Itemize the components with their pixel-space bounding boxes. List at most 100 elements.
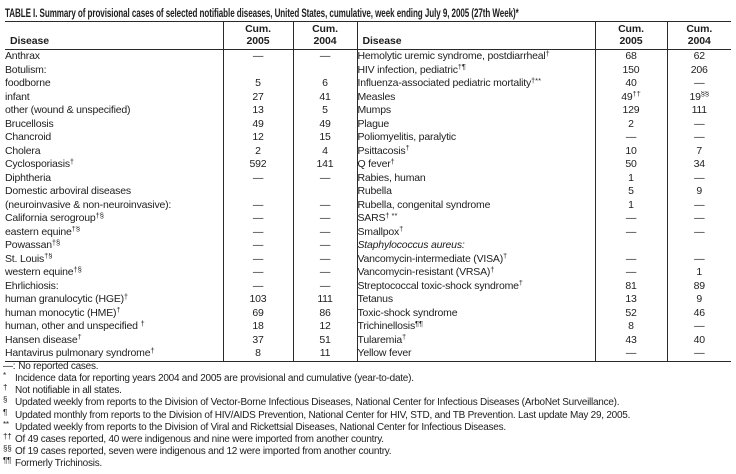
footnote-marker: † xyxy=(545,49,550,58)
count-value: 49 xyxy=(252,117,264,130)
disease-label: Botulism: xyxy=(5,63,47,76)
count-cell: — xyxy=(594,131,667,145)
footnote-marker: † xyxy=(503,252,508,260)
count-value: — xyxy=(625,131,637,143)
count-value: — xyxy=(319,212,331,224)
count-value: — xyxy=(252,50,264,62)
disease-label: human granulocytic (HGE) xyxy=(5,293,124,305)
count-cell: 8 xyxy=(222,347,293,362)
count-value: 2 xyxy=(255,144,261,157)
count-cell: 86 xyxy=(292,306,357,320)
disease-name-cell: Brucellosis xyxy=(5,118,223,132)
count-cell: — xyxy=(594,266,667,280)
disease-name-cell: Hansen disease† xyxy=(5,334,223,348)
count-value: 86 xyxy=(319,306,331,319)
count-value: — xyxy=(694,198,705,211)
disease-label: Anthrax xyxy=(5,50,40,62)
count-value: 37 xyxy=(252,333,264,346)
disease-label: Powassan xyxy=(5,239,52,251)
disease-label: Poliomyelitis, paralytic xyxy=(357,131,456,143)
footnote-marker: † xyxy=(490,266,495,274)
footnote-marker: † xyxy=(390,158,395,166)
count-cell: 13 xyxy=(594,293,667,307)
notifiable-diseases-table: Disease Cum. 2005 Cum. 2004 Disease Cum.… xyxy=(5,21,731,362)
disease-label: Influenza-associated pediatric mortality xyxy=(357,77,532,89)
count-value: 111 xyxy=(317,293,333,305)
count-cell: 5 xyxy=(222,77,293,91)
table-row: eastern equine†§ — — Smallpox† — — xyxy=(5,225,731,240)
count-cell: — xyxy=(666,171,731,185)
count-cell: 37 xyxy=(222,333,293,347)
disease-label: Measles xyxy=(357,90,396,103)
disease-label: Hantavirus pulmonary syndrome xyxy=(5,347,151,359)
disease-name-cell: Hemolytic uremic syndrome, postdiarrheal… xyxy=(356,49,595,64)
count-cell: 2 xyxy=(222,144,293,158)
count-cell: 52 xyxy=(594,306,667,320)
disease-label: Streptococcal toxic-shock syndrome xyxy=(357,279,519,292)
count-cell: — xyxy=(594,225,667,239)
count-cell: — xyxy=(222,198,293,212)
footnote-marker: † xyxy=(150,347,155,355)
footnote-marker: †§ xyxy=(95,212,104,220)
count-value: — xyxy=(625,212,637,224)
count-cell: 49†† xyxy=(594,90,667,104)
count-value: — xyxy=(694,171,705,184)
count-cell: 34 xyxy=(666,158,731,172)
footnote-symbol: ¶¶ xyxy=(3,456,12,466)
count-value: — xyxy=(319,266,331,278)
table-row: Domestic arboviral diseases Rubella 5 9 xyxy=(5,185,731,199)
count-value: 62 xyxy=(693,50,705,62)
count-cell: 5 xyxy=(594,185,667,199)
disease-name-cell: Tularemia† xyxy=(356,333,595,347)
count-value: 15 xyxy=(319,131,331,143)
table-row: Cyclosporiasis† 592 141 Q fever† 50 34 xyxy=(5,158,731,172)
count-cell xyxy=(222,185,293,199)
disease-label: Domestic arboviral diseases xyxy=(5,185,131,197)
disease-name-cell: eastern equine†§ xyxy=(5,226,223,240)
year-label: 2004 xyxy=(313,34,337,47)
table-row: Hansen disease† 37 51 Tularemia† 43 40 xyxy=(5,333,731,348)
count-cell: 40 xyxy=(594,77,667,91)
page-title: TABLE I. Summary of provisional cases of… xyxy=(5,4,736,22)
disease-name-cell: California serogroup†§ xyxy=(5,212,223,226)
table-row: human, other and unspecified † 18 12 Trichi… xyxy=(5,320,731,334)
count-value: 12 xyxy=(252,131,264,143)
count-value: 13 xyxy=(625,293,637,305)
count-value: 81 xyxy=(625,279,637,292)
table-row: Diphtheria — — Rabies, human 1 — xyxy=(5,171,731,185)
count-value: — xyxy=(694,131,705,143)
count-value: — xyxy=(625,225,637,238)
footnote-text: Incidence data for reporting years 2004 … xyxy=(15,373,414,385)
count-cell: 69 xyxy=(222,306,293,320)
count-cell: — xyxy=(666,198,731,212)
count-cell: 4 xyxy=(292,144,357,158)
disease-label: human, other and unspecified xyxy=(5,320,141,332)
footnote-symbol: § xyxy=(3,395,8,405)
count-value: — xyxy=(252,198,264,211)
count-value: — xyxy=(319,279,331,292)
count-value: 51 xyxy=(319,333,331,346)
count-cell: 13 xyxy=(222,104,293,118)
disease-label: western equine xyxy=(5,266,74,278)
footnote-marker: † ** xyxy=(385,212,398,220)
disease-label: Yellow fever xyxy=(357,347,412,359)
year-label: 2005 xyxy=(246,34,270,47)
count-value: — xyxy=(694,320,705,332)
table-row: Hantavirus pulmonary syndrome† 8 11 Yellow … xyxy=(5,347,731,362)
count-cell: — xyxy=(666,117,731,131)
disease-name-cell: Rubella, congenital syndrome xyxy=(356,198,595,212)
disease-label: Rubella, congenital syndrome xyxy=(357,198,491,211)
disease-name-cell: foodborne xyxy=(5,77,223,91)
count-value: — xyxy=(625,252,637,265)
disease-label: Q fever xyxy=(357,158,391,170)
count-value: 1 xyxy=(628,198,634,211)
count-value: 12 xyxy=(319,320,331,332)
count-value: 150 xyxy=(622,63,640,76)
count-value: 592 xyxy=(249,158,267,170)
count-cell xyxy=(594,239,667,253)
count-cell: 9 xyxy=(666,293,731,307)
table-title-text: TABLE I. Summary of provisional cases of… xyxy=(5,8,519,20)
count-cell: — xyxy=(292,212,357,226)
table-row: Powassan†§ — — Staphylococcus aureus: xyxy=(5,239,731,253)
disease-label: Mumps xyxy=(357,104,391,116)
